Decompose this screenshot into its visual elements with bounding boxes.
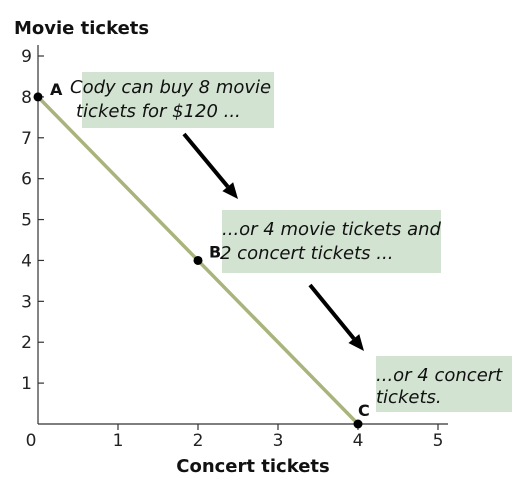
annotation-texts: Cody can buy 8 movie tickets for $120 ...… <box>70 77 503 408</box>
annotation-text-line: 2 concert tickets ... <box>220 243 393 264</box>
annotation-box <box>82 72 274 128</box>
point-a <box>33 92 43 102</box>
annotation-text-line: ...or 4 concert <box>376 365 503 386</box>
point-label-a: A <box>50 80 63 99</box>
x-tick-label: 1 <box>113 431 124 451</box>
y-tick-label: 6 <box>21 170 32 190</box>
arrow-shaft <box>308 283 356 340</box>
axis-ticks: 0 1 2 3 4 5 1 2 3 4 5 6 7 8 9 <box>21 47 443 451</box>
x-axis-title: Concert tickets <box>176 456 329 477</box>
x-tick-label: 2 <box>193 431 204 451</box>
annotation-text-line: Cody can buy 8 movie <box>70 77 271 98</box>
arrow-head <box>348 334 364 351</box>
x-tick-label: 4 <box>353 431 364 451</box>
y-tick-label: 9 <box>21 47 32 67</box>
y-axis-title: Movie tickets <box>14 18 149 39</box>
point-b <box>193 255 203 265</box>
annotation-text-line: tickets. <box>376 387 442 408</box>
pointer-arrow <box>308 283 364 351</box>
point-label-c: C <box>358 401 370 420</box>
point-c <box>353 419 363 429</box>
arrow-head <box>222 182 238 199</box>
axes <box>37 45 448 425</box>
x-tick-label: 3 <box>273 431 284 451</box>
annotation-text-line: tickets for $120 ... <box>76 101 241 122</box>
x-tick-label: 5 <box>433 431 444 451</box>
y-tick-label: 2 <box>21 333 32 353</box>
annotation-boxes <box>82 72 512 412</box>
y-tick-label: 8 <box>21 88 32 108</box>
y-tick-label: 4 <box>21 251 32 271</box>
y-tick-label: 1 <box>21 374 32 394</box>
y-tick-label: 7 <box>21 129 32 149</box>
annotation-box <box>222 210 441 273</box>
x-tick-label: 0 <box>26 431 37 451</box>
annotation-text-line: ...or 4 movie tickets and <box>222 219 442 240</box>
arrows <box>182 132 364 351</box>
pointer-arrow <box>182 132 238 199</box>
points: A B C <box>33 80 370 429</box>
y-tick-label: 3 <box>21 292 32 312</box>
arrow-shaft <box>182 132 230 188</box>
y-tick-label: 5 <box>21 211 32 231</box>
annotation-box <box>376 356 512 412</box>
point-label-b: B <box>209 242 221 261</box>
